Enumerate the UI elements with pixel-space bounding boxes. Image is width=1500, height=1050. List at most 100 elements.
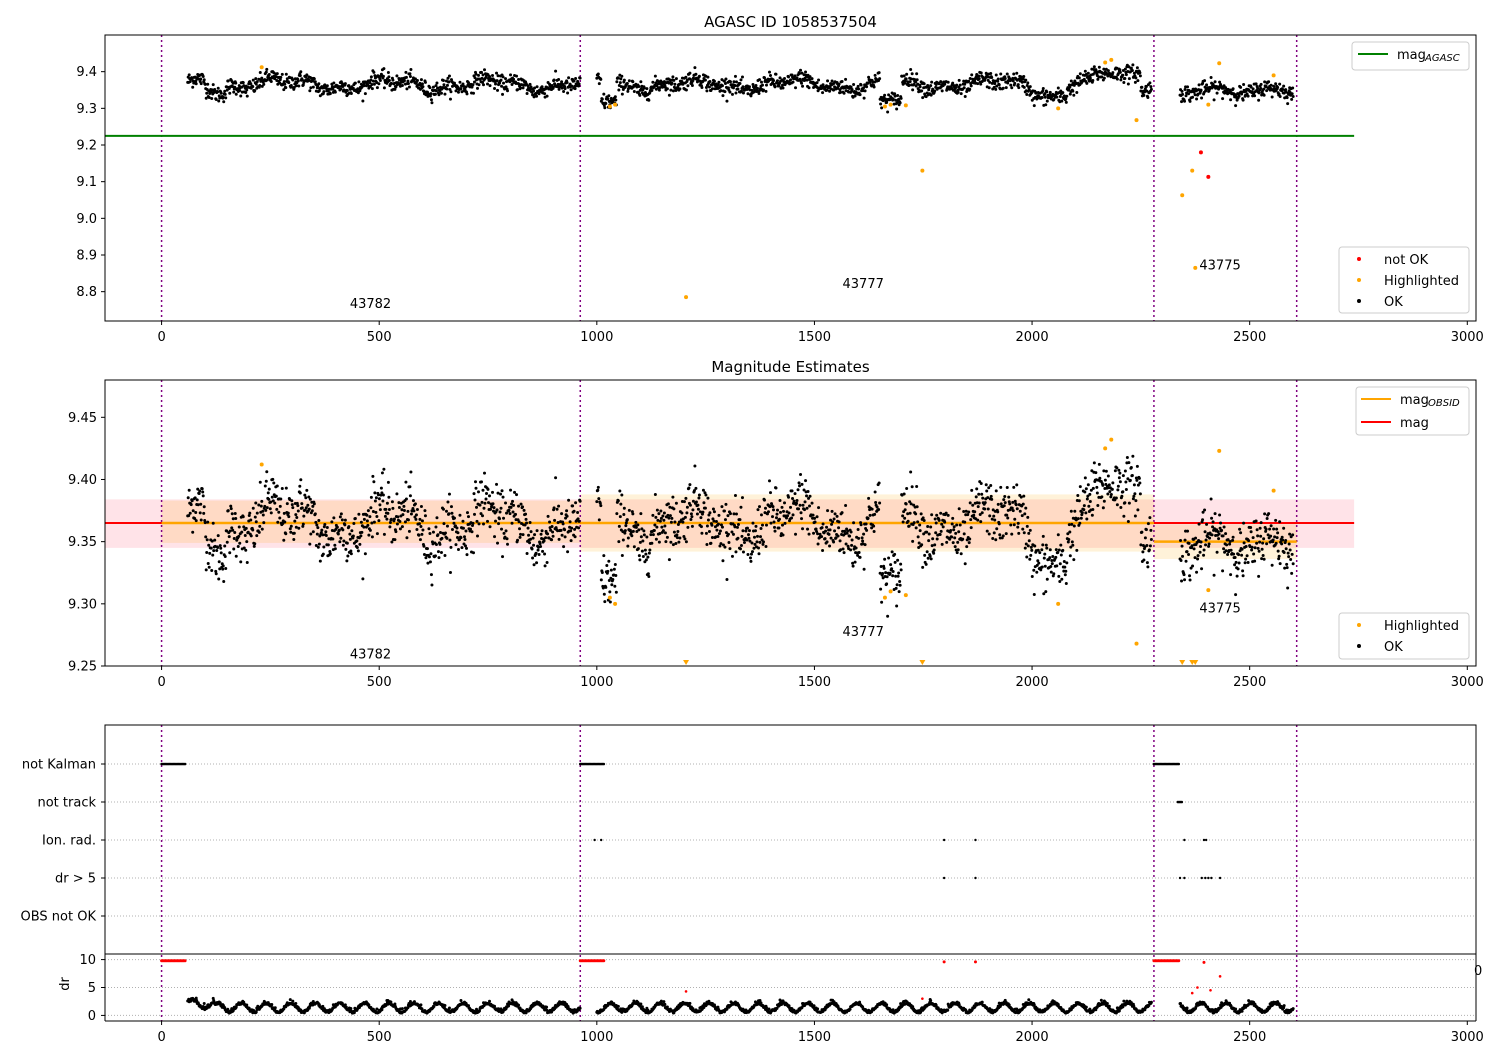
ok-point <box>1035 570 1039 574</box>
dr-point <box>245 1003 249 1007</box>
ok-point <box>1264 527 1268 531</box>
ok-point <box>525 521 529 525</box>
ok-point <box>977 492 981 496</box>
ok-point <box>191 85 195 89</box>
ok-point <box>1267 512 1271 516</box>
ok-point <box>420 82 424 86</box>
ok-point <box>794 532 798 536</box>
ok-point <box>736 87 740 91</box>
ok-point <box>361 99 365 103</box>
ok-point <box>830 79 834 83</box>
ok-point <box>499 78 503 82</box>
ok-point <box>608 600 612 604</box>
ok-point <box>721 559 725 563</box>
ok-point <box>214 572 218 576</box>
ok-point <box>987 532 991 536</box>
ok-point <box>537 92 541 96</box>
ok-point <box>1059 553 1063 557</box>
ok-point <box>1192 547 1196 551</box>
ok-point <box>1239 85 1243 89</box>
ok-point <box>825 525 829 529</box>
ok-point <box>286 511 290 515</box>
ok-point <box>690 515 694 519</box>
ok-point <box>217 577 221 581</box>
ok-point <box>1023 546 1027 550</box>
ok-point <box>857 536 861 540</box>
ok-point <box>540 85 544 89</box>
ok-point <box>1018 509 1022 513</box>
ok-point <box>918 523 922 527</box>
ok-point <box>320 528 324 532</box>
ok-point <box>607 94 611 98</box>
ok-point <box>672 78 676 82</box>
ok-point <box>381 74 385 78</box>
ok-point <box>1257 98 1261 102</box>
ok-point <box>618 515 622 519</box>
ok-point <box>710 87 714 91</box>
ok-point <box>383 514 387 518</box>
ok-point <box>360 530 364 534</box>
ok-point <box>502 531 506 535</box>
ok-point <box>1224 549 1228 553</box>
ok-point <box>926 524 930 528</box>
ok-point <box>1189 566 1193 570</box>
dr-point <box>291 999 295 1003</box>
highlighted-point <box>607 104 612 109</box>
ok-point <box>298 74 302 78</box>
ok-point <box>1020 514 1024 518</box>
ok-point <box>625 82 629 86</box>
ok-point <box>1187 541 1191 545</box>
flag-mark <box>593 838 596 842</box>
ok-point <box>366 523 370 527</box>
ok-point <box>916 535 920 539</box>
ok-point <box>1032 592 1036 596</box>
ok-point <box>750 541 754 545</box>
ok-point <box>488 525 492 529</box>
ok-point <box>536 548 540 552</box>
ok-point <box>219 546 223 550</box>
ok-point <box>647 575 651 579</box>
ok-point <box>993 82 997 86</box>
ok-point <box>1116 488 1120 492</box>
ok-point <box>349 552 353 556</box>
ok-point <box>805 494 809 498</box>
legend-label: OK <box>1384 295 1403 310</box>
ok-point <box>691 79 695 83</box>
ok-point <box>436 533 440 537</box>
ok-point <box>500 84 504 88</box>
ok-point <box>1134 499 1138 503</box>
ok-point <box>1086 494 1090 498</box>
ok-point <box>441 507 445 511</box>
ok-point <box>570 84 574 88</box>
ok-point <box>1222 547 1226 551</box>
ok-point <box>971 503 975 507</box>
ok-point <box>401 513 405 517</box>
ok-point <box>303 508 307 512</box>
ok-point <box>551 534 555 538</box>
ok-point <box>483 501 487 505</box>
magnitude-y-ticks: 9.259.309.359.409.45 <box>68 411 105 675</box>
ok-point <box>950 522 954 526</box>
ok-point <box>887 93 891 97</box>
dr-point <box>400 1007 404 1011</box>
ok-point <box>670 81 674 85</box>
ok-point <box>307 495 311 499</box>
ok-point <box>341 528 345 532</box>
ok-point <box>850 543 854 547</box>
ok-point <box>1259 86 1263 90</box>
ok-point <box>260 499 264 503</box>
ok-point <box>491 490 495 494</box>
ok-point <box>646 572 650 576</box>
ok-point <box>404 70 408 74</box>
ok-point <box>755 540 759 544</box>
ok-point <box>616 499 620 503</box>
ok-point <box>1014 503 1018 507</box>
ok-point <box>609 568 613 572</box>
ok-point <box>680 511 684 515</box>
ok-point <box>204 96 208 100</box>
ok-point <box>963 562 967 566</box>
ok-point <box>714 520 718 524</box>
ok-point <box>1082 508 1086 512</box>
